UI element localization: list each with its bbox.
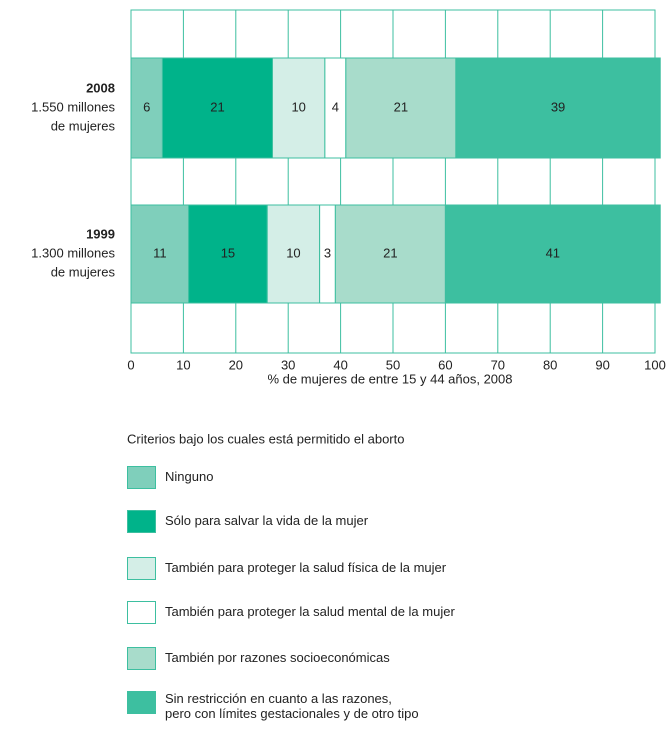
legend-label: Sin restricción en cuanto a las razones,…: [165, 691, 419, 721]
x-tick-label: 10: [176, 357, 190, 372]
legend-swatch: [127, 557, 156, 580]
x-tick-label: 0: [127, 357, 134, 372]
x-tick-label: 50: [386, 357, 400, 372]
value-label: 15: [221, 245, 235, 260]
x-tick-label: 70: [491, 357, 505, 372]
category-sublabel: 1.550 millones: [31, 99, 115, 114]
value-label: 10: [291, 99, 305, 114]
x-tick-label: 100: [644, 357, 666, 372]
x-axis-label: % de mujeres de entre 15 y 44 años, 2008: [268, 371, 513, 386]
x-tick-label: 80: [543, 357, 557, 372]
legend-title: Criterios bajo los cuales está permitido…: [127, 431, 404, 446]
x-tick-label: 30: [281, 357, 295, 372]
category-label: 2008: [86, 80, 115, 95]
bar-segment: [444, 204, 661, 304]
value-label: 41: [546, 245, 560, 260]
x-tick-label: 90: [595, 357, 609, 372]
legend-label: Ninguno: [165, 469, 214, 484]
category-sublabel: 1.300 millones: [31, 245, 115, 260]
category-sublabel: de mujeres: [51, 118, 116, 133]
bar-segment: [266, 204, 321, 304]
legend-swatch: [127, 466, 156, 489]
legend-label: También por razones socioeconómicas: [165, 650, 390, 665]
value-label: 21: [210, 99, 224, 114]
bar-segment: [161, 57, 273, 159]
value-label: 21: [394, 99, 408, 114]
legend-swatch: [127, 601, 156, 624]
x-tick-label: 40: [333, 357, 347, 372]
x-tick-label: 20: [229, 357, 243, 372]
category-label: 1999: [86, 226, 115, 241]
legend-label: También para proteger la salud física de…: [165, 560, 447, 575]
value-label: 6: [143, 99, 150, 114]
bar-segment: [188, 204, 268, 304]
value-label: 11: [153, 245, 167, 260]
bar-segment: [455, 57, 661, 159]
legend-swatch: [127, 647, 156, 670]
value-label: 10: [286, 245, 300, 260]
bar-segment: [334, 204, 446, 304]
bar-segment: [130, 204, 190, 304]
category-sublabel: de mujeres: [51, 264, 116, 279]
value-label: 3: [324, 245, 331, 260]
value-label: 21: [383, 245, 397, 260]
value-label: 4: [332, 99, 339, 114]
x-tick-label: 60: [438, 357, 452, 372]
legend-label: También para proteger la salud mental de…: [165, 604, 455, 619]
value-label: 39: [551, 99, 565, 114]
legend-label: Sólo para salvar la vida de la mujer: [165, 513, 369, 528]
legend-swatch: [127, 510, 156, 533]
legend-swatch: [127, 691, 156, 714]
